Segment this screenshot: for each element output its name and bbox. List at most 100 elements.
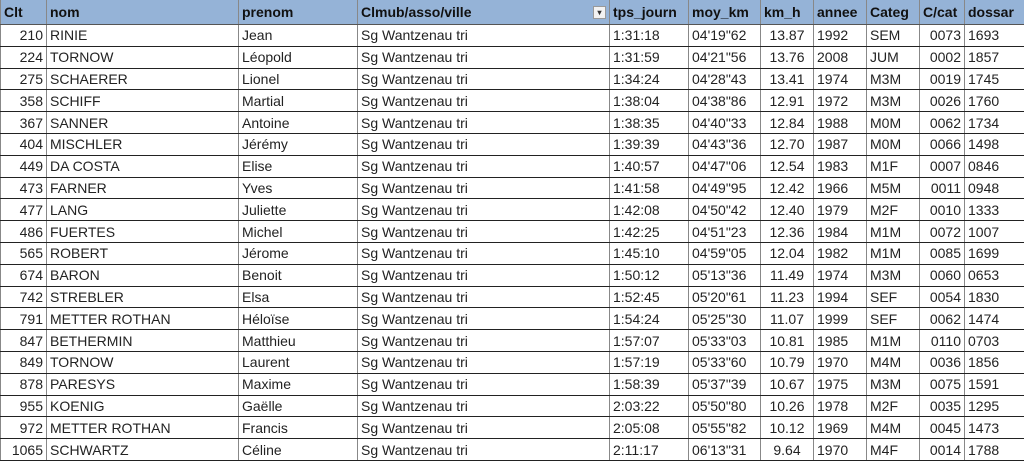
cell-clt[interactable]: 358	[1, 90, 47, 112]
cell-km-h[interactable]: 11.49	[761, 264, 814, 286]
cell-c-cat[interactable]: 0062	[920, 112, 965, 134]
cell-moy-km[interactable]: 04'49"95	[689, 177, 761, 199]
cell-c-cat[interactable]: 0085	[920, 242, 965, 264]
cell-annee[interactable]: 1983	[814, 155, 867, 177]
cell-categ[interactable]: M5M	[867, 177, 920, 199]
cell-clt[interactable]: 486	[1, 221, 47, 243]
cell-club[interactable]: Sg Wantzenau tri	[358, 177, 610, 199]
cell-categ[interactable]: SEM	[867, 25, 920, 47]
cell-club[interactable]: Sg Wantzenau tri	[358, 264, 610, 286]
cell-categ[interactable]: M2F	[867, 395, 920, 417]
cell-nom[interactable]: SCHIFF	[47, 90, 239, 112]
cell-nom[interactable]: STREBLER	[47, 286, 239, 308]
cell-dossar[interactable]: 1474	[965, 308, 1024, 330]
cell-tps-journ[interactable]: 1:38:35	[610, 112, 689, 134]
cell-moy-km[interactable]: 05'25"30	[689, 308, 761, 330]
cell-prenom[interactable]: Laurent	[239, 351, 358, 373]
cell-km-h[interactable]: 11.23	[761, 286, 814, 308]
cell-club[interactable]: Sg Wantzenau tri	[358, 221, 610, 243]
cell-clt[interactable]: 878	[1, 373, 47, 395]
cell-prenom[interactable]: Elise	[239, 155, 358, 177]
cell-c-cat[interactable]: 0010	[920, 199, 965, 221]
cell-club[interactable]: Sg Wantzenau tri	[358, 242, 610, 264]
cell-moy-km[interactable]: 04'43"36	[689, 133, 761, 155]
cell-prenom[interactable]: Yves	[239, 177, 358, 199]
cell-moy-km[interactable]: 04'38"86	[689, 90, 761, 112]
cell-clt[interactable]: 955	[1, 395, 47, 417]
cell-dossar[interactable]: 1760	[965, 90, 1024, 112]
cell-annee[interactable]: 2008	[814, 46, 867, 68]
cell-clt[interactable]: 742	[1, 286, 47, 308]
cell-c-cat[interactable]: 0075	[920, 373, 965, 395]
cell-tps-journ[interactable]: 2:03:22	[610, 395, 689, 417]
header-dossar[interactable]: dossar	[965, 0, 1024, 25]
cell-dossar[interactable]: 0846	[965, 155, 1024, 177]
cell-prenom[interactable]: Léopold	[239, 46, 358, 68]
cell-tps-journ[interactable]: 1:34:24	[610, 68, 689, 90]
cell-km-h[interactable]: 12.36	[761, 221, 814, 243]
cell-nom[interactable]: RINIE	[47, 25, 239, 47]
cell-club[interactable]: Sg Wantzenau tri	[358, 373, 610, 395]
cell-club[interactable]: Sg Wantzenau tri	[358, 330, 610, 352]
cell-nom[interactable]: BETHERMIN	[47, 330, 239, 352]
cell-tps-journ[interactable]: 1:40:57	[610, 155, 689, 177]
cell-prenom[interactable]: Francis	[239, 417, 358, 439]
cell-km-h[interactable]: 13.87	[761, 25, 814, 47]
cell-prenom[interactable]: Matthieu	[239, 330, 358, 352]
cell-dossar[interactable]: 1788	[965, 439, 1024, 461]
cell-annee[interactable]: 1987	[814, 133, 867, 155]
cell-km-h[interactable]: 12.54	[761, 155, 814, 177]
cell-clt[interactable]: 674	[1, 264, 47, 286]
cell-km-h[interactable]: 10.79	[761, 351, 814, 373]
cell-c-cat[interactable]: 0110	[920, 330, 965, 352]
cell-km-h[interactable]: 10.81	[761, 330, 814, 352]
cell-moy-km[interactable]: 04'40"33	[689, 112, 761, 134]
cell-annee[interactable]: 1974	[814, 68, 867, 90]
cell-prenom[interactable]: Céline	[239, 439, 358, 461]
cell-c-cat[interactable]: 0019	[920, 68, 965, 90]
cell-prenom[interactable]: Gaëlle	[239, 395, 358, 417]
cell-moy-km[interactable]: 05'33"03	[689, 330, 761, 352]
cell-annee[interactable]: 1970	[814, 439, 867, 461]
cell-clt[interactable]: 275	[1, 68, 47, 90]
cell-c-cat[interactable]: 0045	[920, 417, 965, 439]
cell-annee[interactable]: 1975	[814, 373, 867, 395]
cell-dossar[interactable]: 0653	[965, 264, 1024, 286]
cell-dossar[interactable]: 1734	[965, 112, 1024, 134]
cell-moy-km[interactable]: 04'21"56	[689, 46, 761, 68]
cell-moy-km[interactable]: 04'50"42	[689, 199, 761, 221]
cell-categ[interactable]: SEF	[867, 308, 920, 330]
cell-nom[interactable]: SCHAERER	[47, 68, 239, 90]
cell-tps-journ[interactable]: 1:58:39	[610, 373, 689, 395]
cell-c-cat[interactable]: 0060	[920, 264, 965, 286]
cell-categ[interactable]: SEF	[867, 286, 920, 308]
header-prenom[interactable]: prenom	[239, 0, 358, 25]
cell-tps-journ[interactable]: 1:54:24	[610, 308, 689, 330]
cell-km-h[interactable]: 10.67	[761, 373, 814, 395]
cell-tps-journ[interactable]: 1:42:08	[610, 199, 689, 221]
cell-moy-km[interactable]: 04'47"06	[689, 155, 761, 177]
cell-nom[interactable]: FARNER	[47, 177, 239, 199]
cell-prenom[interactable]: Juliette	[239, 199, 358, 221]
header-moy-km[interactable]: moy_km	[689, 0, 761, 25]
cell-tps-journ[interactable]: 2:11:17	[610, 439, 689, 461]
cell-dossar[interactable]: 1699	[965, 242, 1024, 264]
cell-annee[interactable]: 1966	[814, 177, 867, 199]
cell-moy-km[interactable]: 04'19"62	[689, 25, 761, 47]
cell-nom[interactable]: METTER ROTHAN	[47, 308, 239, 330]
header-clt[interactable]: Clt	[1, 0, 47, 25]
cell-categ[interactable]: M4M	[867, 417, 920, 439]
header-nom[interactable]: nom	[47, 0, 239, 25]
cell-annee[interactable]: 1969	[814, 417, 867, 439]
filter-dropdown-icon[interactable]: ▾	[593, 6, 606, 19]
cell-km-h[interactable]: 10.12	[761, 417, 814, 439]
cell-km-h[interactable]: 10.26	[761, 395, 814, 417]
cell-c-cat[interactable]: 0035	[920, 395, 965, 417]
cell-clt[interactable]: 791	[1, 308, 47, 330]
cell-clt[interactable]: 367	[1, 112, 47, 134]
cell-tps-journ[interactable]: 1:38:04	[610, 90, 689, 112]
cell-tps-journ[interactable]: 1:31:59	[610, 46, 689, 68]
cell-clt[interactable]: 404	[1, 133, 47, 155]
cell-c-cat[interactable]: 0036	[920, 351, 965, 373]
cell-clt[interactable]: 1065	[1, 439, 47, 461]
